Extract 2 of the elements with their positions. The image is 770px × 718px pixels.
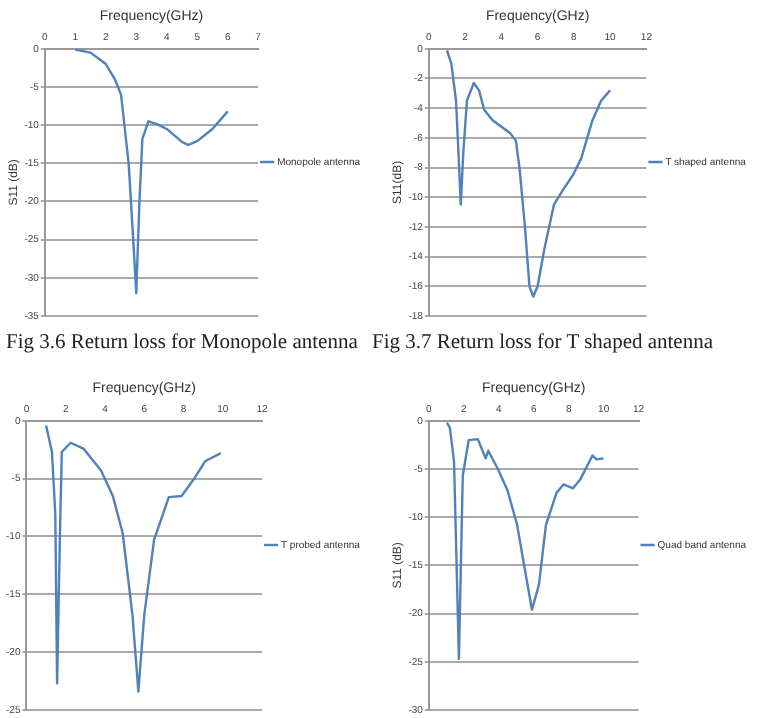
caption: Fig 3.7 Return loss for T shaped antenna [372,332,714,354]
caption: Fig 3.6 Return loss for Monopole antenna [6,332,358,354]
